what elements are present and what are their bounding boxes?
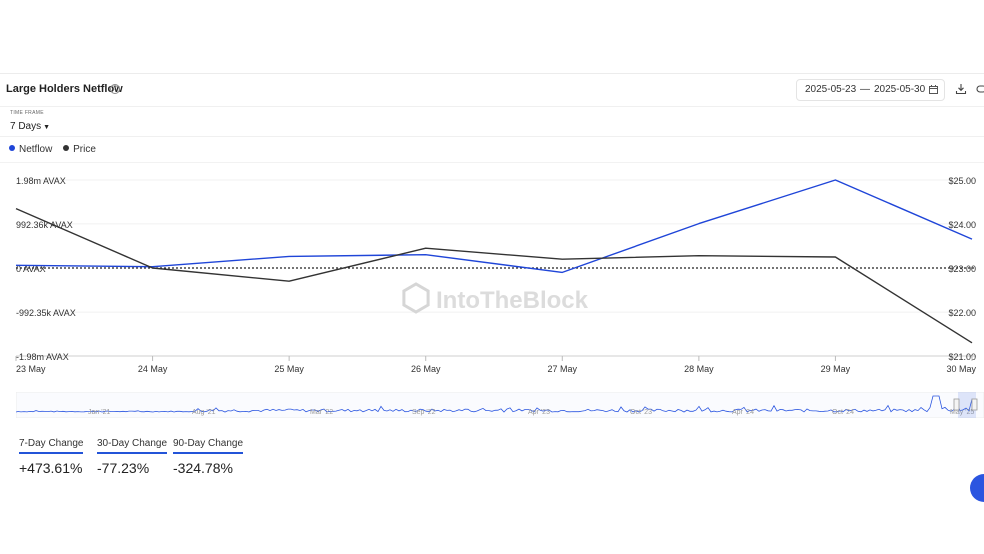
navigator-handle[interactable] (953, 398, 960, 411)
navigator-selection (958, 392, 976, 418)
legend-label-price: Price (73, 144, 96, 155)
x-tick-label: 24 May (138, 364, 168, 374)
watermark-hexagon (402, 282, 430, 314)
metric-value-7-day: +473.61% (19, 460, 83, 476)
timeframe-divider (0, 136, 984, 137)
y-right-tick-label: $21.00 (948, 352, 976, 362)
metric-value-90-day: -324.78% (173, 460, 233, 476)
navigator-label: Aug '21 (192, 409, 216, 416)
watermark-logo-icon (402, 282, 430, 314)
y-left-tick-label: 1.98m AVAX (16, 176, 66, 186)
netflow-price-chart[interactable]: IntoTheBlock 1.98m AVAX 992.36k AVAX 0 AVAX… (0, 163, 984, 383)
chat-bubble-button[interactable] (970, 474, 984, 502)
legend-dot-netflow (9, 145, 15, 152)
x-tick-label: 23 May (16, 364, 46, 374)
legend-dot-price (63, 145, 70, 152)
navigator-label: Jan '21 (88, 409, 110, 416)
metric-label-30-day: 30-Day Change (97, 438, 168, 454)
y-right-tick-label: $23.00 (948, 264, 976, 274)
navigator-label: May '25 (950, 409, 974, 416)
navigator-label: Oct '23 (630, 409, 652, 416)
navigator-label: Apr '23 (528, 409, 550, 416)
metric-7-day: 7-Day Change +473.61% (19, 438, 84, 476)
navigator-label: Oct '24 (832, 409, 854, 416)
y-right-tick-label: $22.00 (948, 308, 976, 318)
timeframe-select[interactable]: 7 Days ▼ (10, 121, 50, 132)
y-left-tick-label: 0 AVAX (16, 264, 46, 274)
calendar-icon (929, 85, 938, 94)
navigator-background (16, 392, 984, 418)
y-left-tick-label: -992.35k AVAX (16, 308, 76, 318)
y-right-tick-label: $24.00 (948, 220, 976, 230)
chart-header: Large Holders Netflow ? 2025-05-23 — 202… (0, 74, 984, 107)
download-icon[interactable] (955, 83, 967, 95)
metric-label-90-day: 90-Day Change (173, 438, 244, 454)
x-tick-label: 28 May (684, 364, 714, 374)
date-from: 2025-05-23 (805, 84, 857, 95)
chart-legend: Netflow Price (9, 144, 104, 155)
series-line-price (15, 207, 973, 344)
y-left-tick-label: -1.98m AVAX (16, 352, 69, 362)
share-icon[interactable] (976, 83, 984, 95)
metric-label-7-day: 7-Day Change (19, 438, 84, 454)
navigator-label: Apr '24 (732, 409, 754, 416)
navigator-handle[interactable] (971, 398, 978, 411)
chart-title: Large Holders Netflow (6, 83, 123, 95)
date-separator: — (860, 84, 870, 95)
navigator-label: Mar '22 (310, 409, 333, 416)
timeframe-label: TIME FRAME (10, 110, 44, 116)
range-navigator[interactable]: Jan '21 Aug '21 Mar '22 Sep '22 Apr '23 Oct '… (16, 392, 984, 418)
x-tick-label: 30 May (946, 364, 976, 374)
legend-divider (0, 162, 984, 163)
watermark-text: IntoTheBlock (436, 287, 589, 314)
metric-30-day: 30-Day Change -77.23% (97, 438, 168, 476)
metric-value-30-day: -77.23% (97, 460, 150, 476)
series-line-netflow (15, 179, 973, 274)
y-left-tick-label: 992.36k AVAX (16, 220, 73, 230)
help-icon[interactable]: ? (110, 84, 120, 94)
x-tick-label: 27 May (548, 364, 578, 374)
legend-item-netflow[interactable]: Netflow (9, 144, 52, 155)
y-right-tick-label: $25.00 (948, 176, 976, 186)
x-tick-label: 25 May (274, 364, 304, 374)
timeframe-value: 7 Days (10, 121, 42, 132)
legend-label-netflow: Netflow (19, 144, 53, 155)
top-divider (0, 73, 984, 74)
navigator-label: Sep '22 (412, 409, 436, 416)
x-tick-label: 29 May (821, 364, 851, 374)
navigator-sparkline (16, 395, 976, 413)
x-tick-label: 26 May (411, 364, 441, 374)
date-to: 2025-05-30 (874, 84, 926, 95)
metric-90-day: 90-Day Change -324.78% (173, 438, 244, 476)
legend-item-price[interactable]: Price (63, 144, 96, 155)
date-range-picker[interactable]: 2025-05-23 — 2025-05-30 (796, 79, 945, 101)
chevron-down-icon: ▼ (43, 124, 51, 131)
